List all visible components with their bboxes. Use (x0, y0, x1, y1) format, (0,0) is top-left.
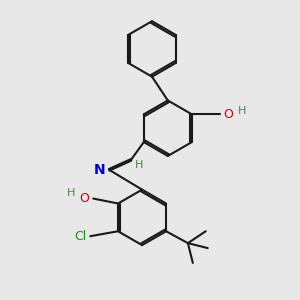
Text: H: H (135, 160, 143, 170)
Text: H: H (237, 106, 246, 116)
Text: N: N (94, 163, 105, 177)
Text: O: O (224, 108, 233, 121)
Text: H: H (67, 188, 75, 198)
Text: Cl: Cl (74, 230, 86, 243)
Text: O: O (80, 192, 89, 205)
